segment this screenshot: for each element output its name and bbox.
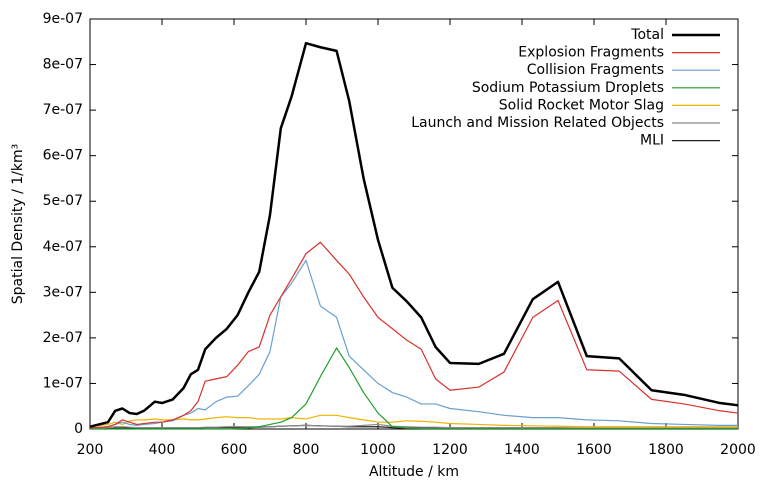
legend-label: MLI [640, 133, 664, 149]
x-tick-label: 200 [77, 442, 104, 458]
x-tick-label: 1000 [360, 442, 396, 458]
series-line [90, 347, 738, 430]
y-tick-label: 8e-07 [43, 57, 83, 73]
y-tick-label: 3e-07 [43, 284, 83, 300]
legend-label: Total [630, 27, 664, 43]
series-line [89, 414, 738, 428]
y-tick-label: 2e-07 [43, 330, 83, 346]
y-tick-label: 1e-07 [43, 375, 83, 391]
x-tick-label: 1400 [504, 442, 540, 458]
legend-label: Collision Fragments [527, 62, 664, 78]
legend-label: Sodium Potassium Droplets [472, 80, 664, 96]
y-axis-label: Spatial Density / 1/km³ [10, 144, 26, 304]
x-tick-label: 600 [221, 442, 248, 458]
x-tick-label: 1200 [432, 442, 468, 458]
y-tick-label: 4e-07 [43, 239, 83, 255]
plot-frame [89, 18, 739, 430]
x-tick-label: 2000 [720, 442, 756, 458]
x-axis-label: Altitude / km [369, 464, 459, 480]
series-line [89, 41, 739, 428]
y-tick-label: 7e-07 [43, 102, 83, 118]
y-tick-label: 6e-07 [43, 148, 83, 164]
x-tick-label: 1600 [576, 442, 612, 458]
legend-label: Solid Rocket Motor Slag [499, 97, 664, 113]
y-tick-label: 0 [74, 421, 83, 437]
legend-label: Launch and Mission Related Objects [411, 115, 664, 131]
x-tick-label: 400 [149, 442, 176, 458]
x-tick-label: 1800 [648, 442, 684, 458]
y-tick-label: 9e-07 [43, 11, 83, 27]
series-line [89, 423, 738, 429]
series-line [89, 241, 739, 429]
y-tick-label: 5e-07 [43, 193, 83, 209]
x-tick-label: 800 [293, 442, 320, 458]
legend-label: Explosion Fragments [518, 45, 664, 61]
series-line [89, 259, 738, 429]
